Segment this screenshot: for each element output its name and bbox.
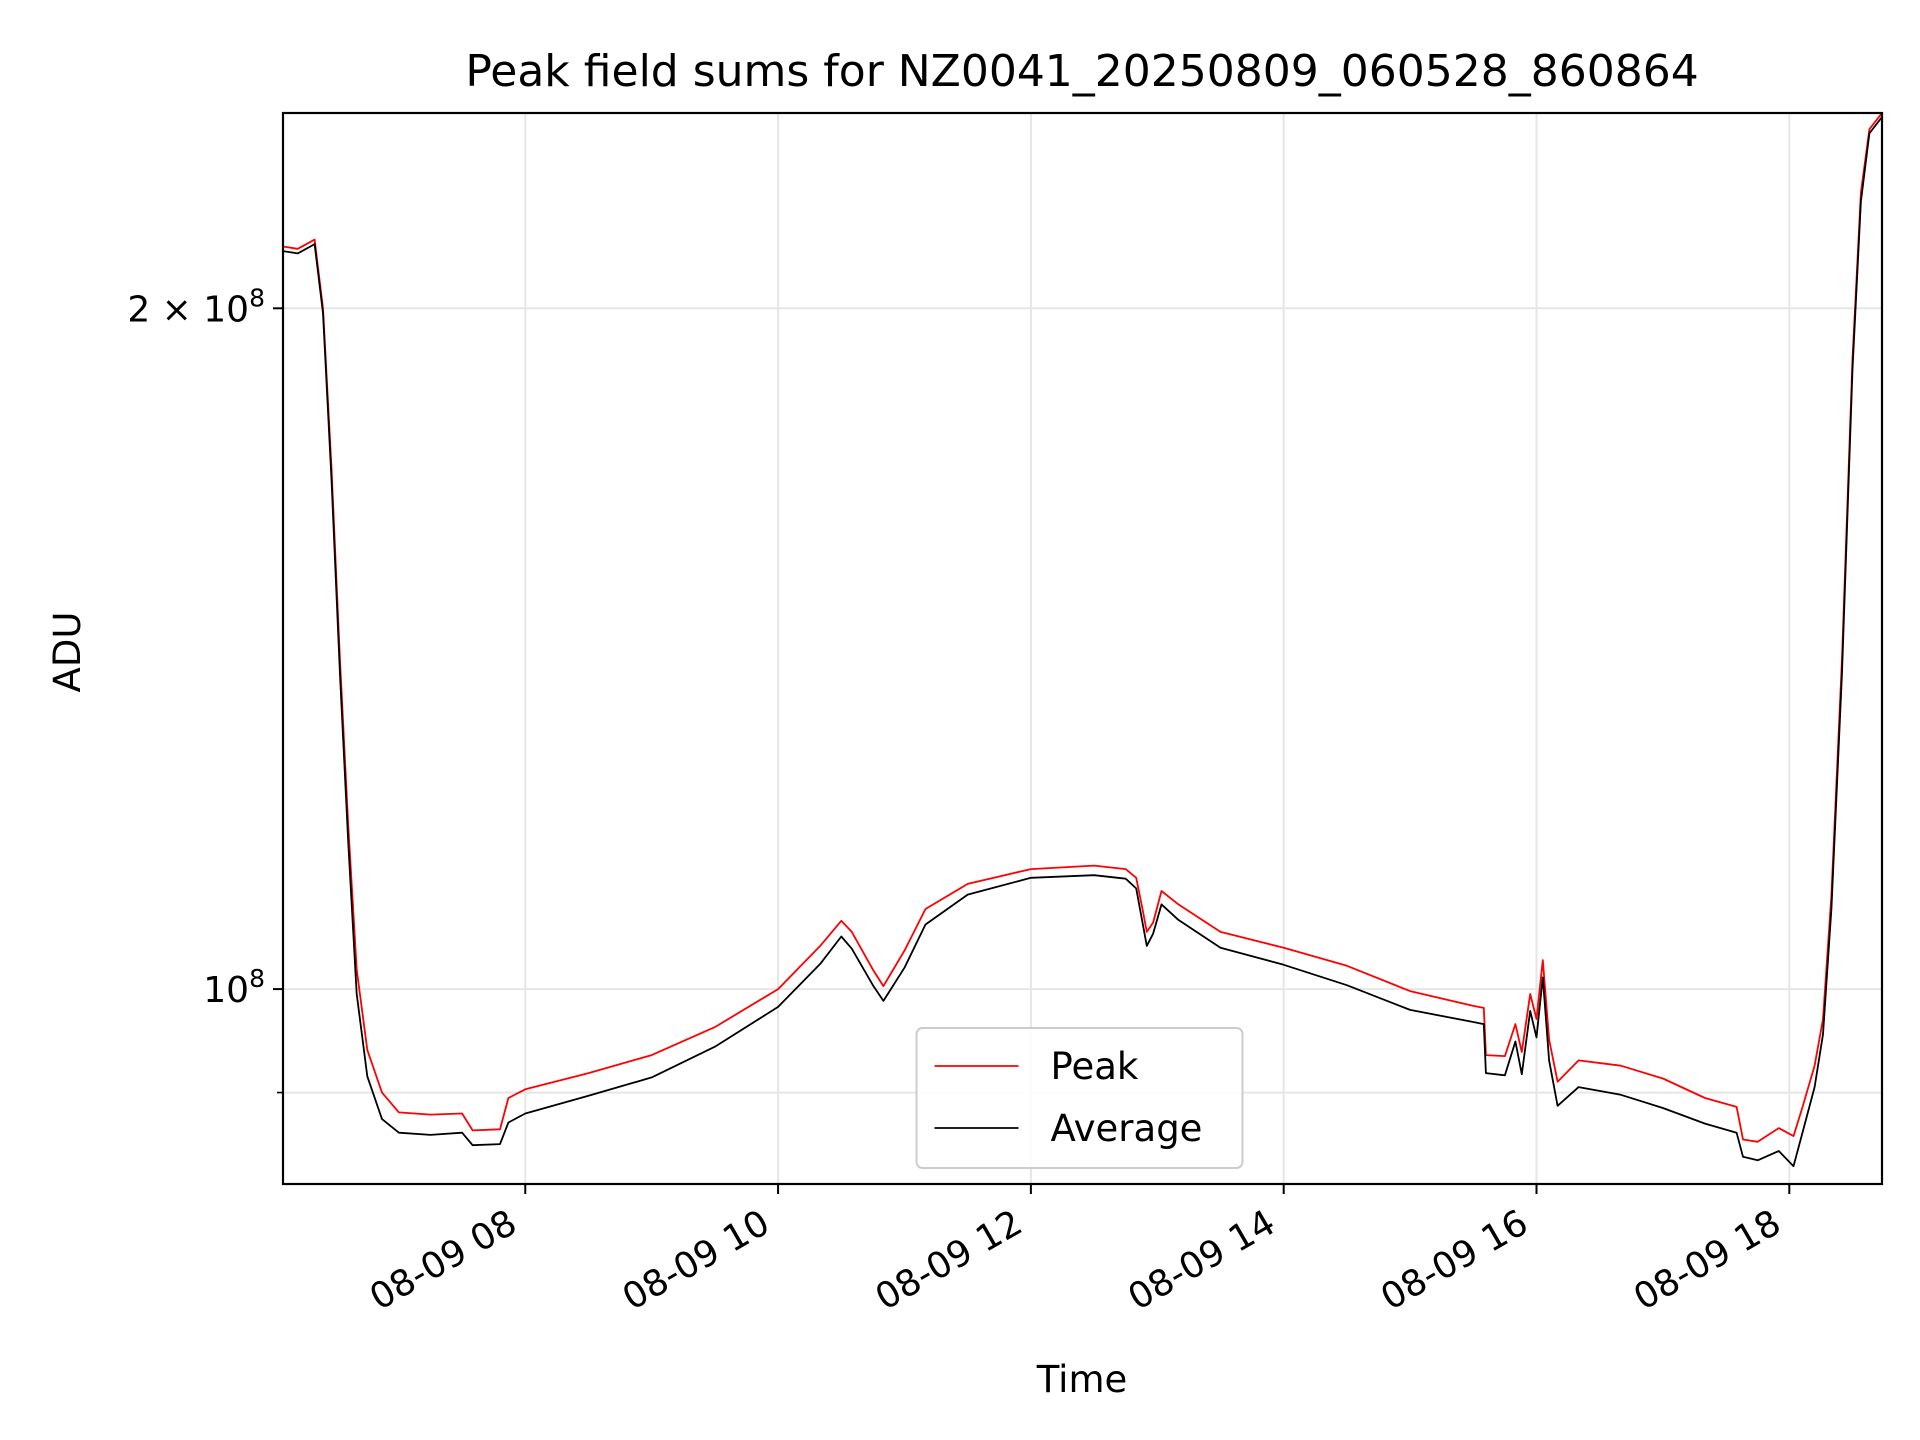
x-tick-label: 08-09 12 — [869, 1202, 1030, 1318]
y-axis-ticks: 108 2 × 108 — [127, 283, 283, 1094]
legend: Peak Average — [915, 1027, 1244, 1169]
x-axis-ticks: 08-09 08 08-09 10 08-09 12 08-09 14 08-09 16… — [363, 1184, 1791, 1319]
x-tick-label: 08-09 08 — [363, 1202, 524, 1318]
y-tick-label: 108 — [203, 964, 265, 1011]
x-tick-label: 08-09 10 — [616, 1202, 777, 1318]
grid-lines — [283, 113, 1882, 1184]
plot-frame — [281, 111, 1884, 1186]
y-axis-label: ADU — [46, 612, 89, 693]
series-line-average — [283, 116, 1882, 1168]
series-line-peak — [283, 113, 1882, 1143]
chart-title: Peak field sums for NZ0041_20250809_0605… — [465, 46, 1698, 97]
y-tick-label: 2 × 108 — [127, 283, 265, 330]
legend-box — [915, 1027, 1244, 1169]
x-axis-label: Time — [1036, 1358, 1128, 1401]
legend-label-average: Average — [1051, 1107, 1203, 1150]
x-tick-label: 08-09 14 — [1122, 1202, 1283, 1318]
legend-label-peak: Peak — [1051, 1045, 1139, 1088]
series-lines — [283, 113, 1882, 1168]
x-tick-label: 08-09 16 — [1374, 1202, 1535, 1318]
x-tick-label: 08-09 18 — [1627, 1202, 1788, 1318]
